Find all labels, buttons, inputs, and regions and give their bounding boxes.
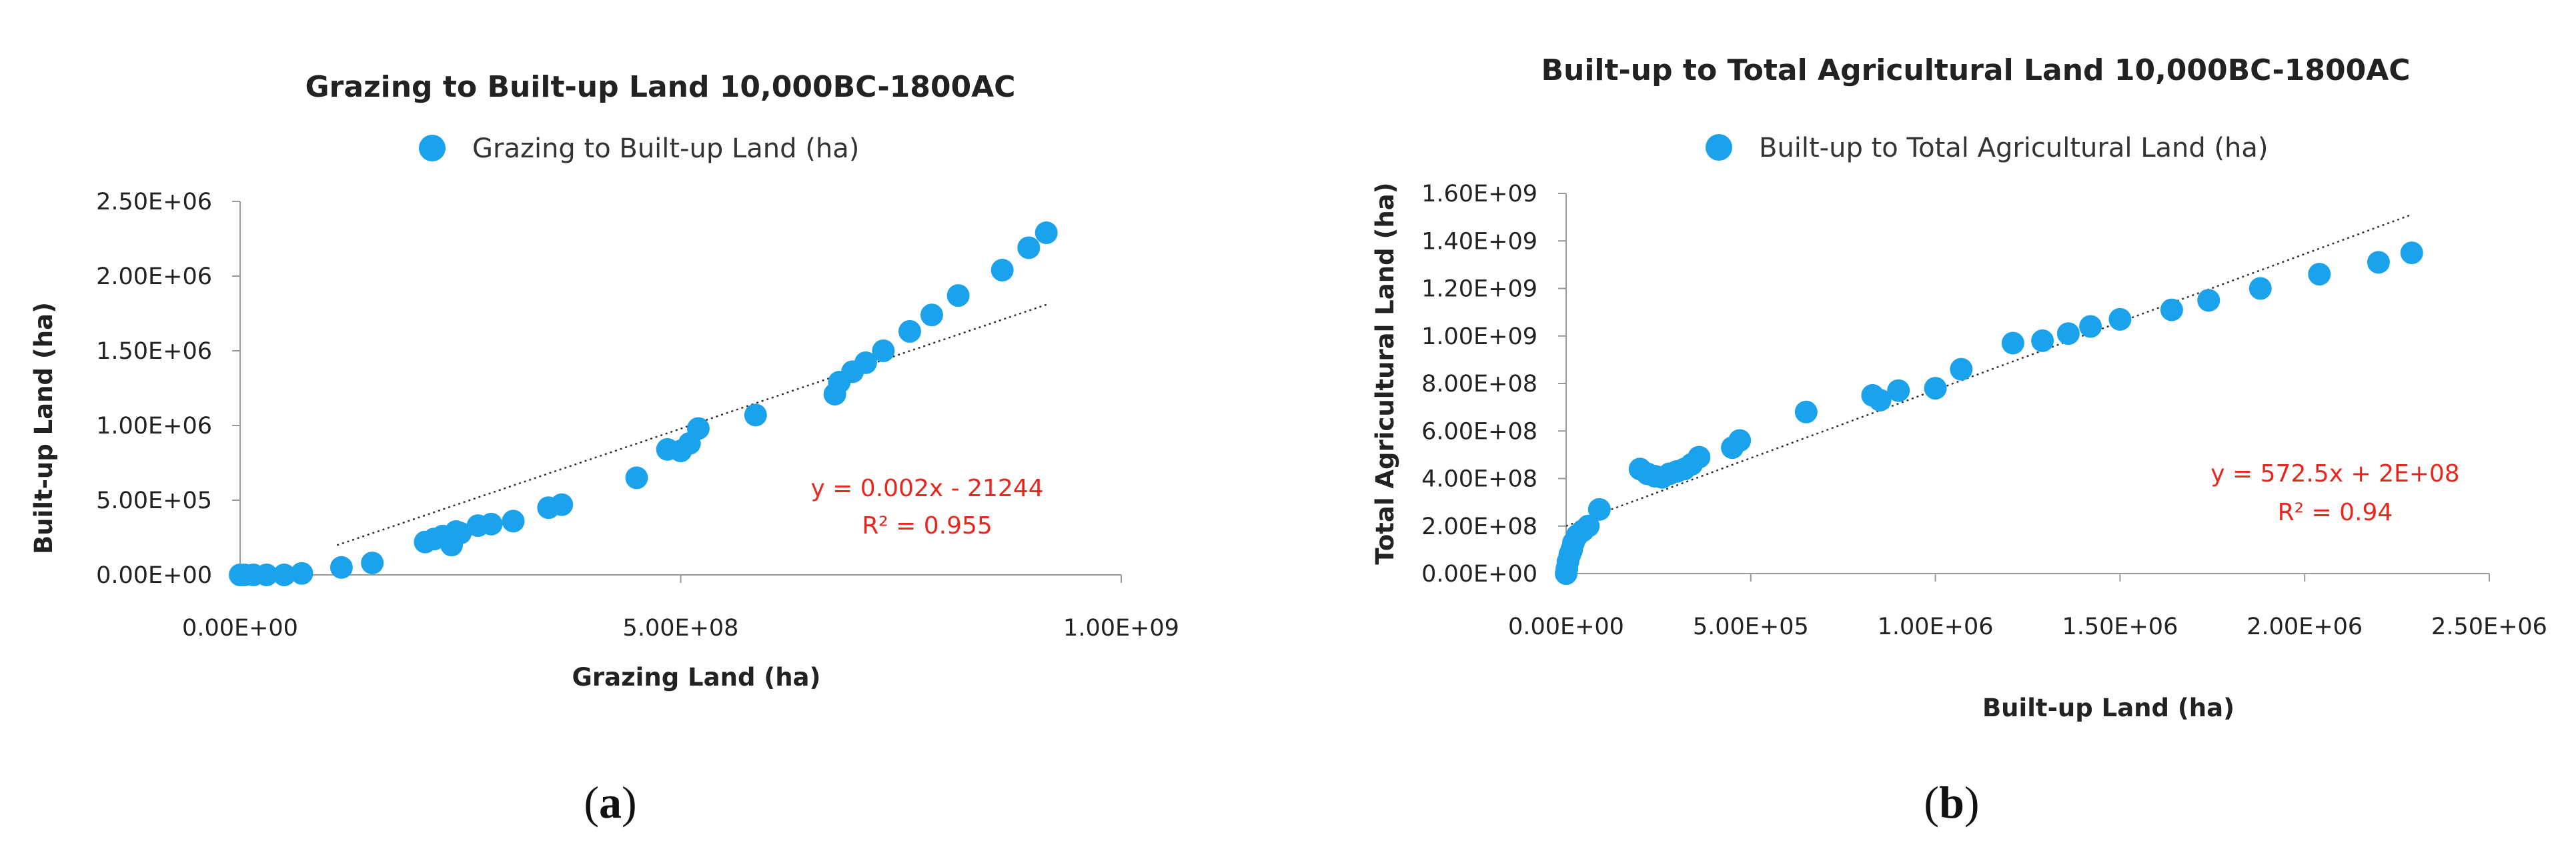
chart-b-ylabel: Total Agricultural Land (ha) [1371, 182, 1399, 564]
chart-a-point [480, 512, 503, 536]
chart-a-axes: 0.00E+00 5.00E+08 1.00E+09 0.00E+00 5.00E+05… [96, 189, 1179, 642]
chart-a-point [744, 403, 767, 427]
chart-a-svg: Grazing to Built-up Land 10,000BC-1800AC… [29, 70, 1179, 828]
chart-panel-a: Grazing to Built-up Land 10,000BC-1800AC… [29, 70, 1179, 828]
chart-b-x-tick-label: 1.00E+06 [1878, 614, 1994, 640]
chart-a-point [625, 466, 648, 490]
chart-a-x-tick-label: 5.00E+08 [623, 615, 739, 642]
chart-b-axes: 0.00E+00 5.00E+05 1.00E+06 1.50E+06 2.00E+06… [1421, 181, 2547, 640]
chart-a-y-tick-label: 1.00E+06 [96, 413, 212, 440]
chart-a-y-tick-label: 2.00E+06 [96, 263, 212, 290]
chart-b-y-tick-label: 2.00E+08 [1421, 514, 1537, 540]
chart-b-y-tick-label: 6.00E+08 [1421, 418, 1537, 445]
chart-a-point [946, 284, 970, 307]
chart-b-x-tick-label: 2.50E+06 [2431, 614, 2547, 640]
chart-b-legend-label: Built-up to Total Agricultural Land (ha) [1759, 133, 2269, 163]
chart-a-legend-marker [419, 135, 446, 161]
chart-b-points [1555, 241, 2423, 585]
chart-b-legend-marker [1706, 134, 1732, 161]
chart-a-point [898, 319, 921, 343]
chart-a-r-squared: R² = 0.955 [862, 512, 993, 540]
chart-b-point [1728, 429, 1752, 452]
chart-a-xlabel: Grazing Land (ha) [572, 663, 821, 692]
chart-b-point [1868, 388, 1892, 411]
chart-panel-b: Built-up to Total Agricultural Land 10,0… [1288, 0, 2576, 855]
chart-b-x-tick-label: 5.00E+05 [1693, 614, 1809, 640]
chart-a-x-tick-label: 1.00E+09 [1063, 615, 1179, 642]
chart-b-point [2108, 307, 2132, 331]
chart-b-point [2400, 241, 2423, 265]
chart-b-point [2079, 315, 2102, 338]
chart-b-xlabel: Built-up Land (ha) [1982, 694, 2234, 722]
chart-b-point [1577, 514, 1600, 538]
chart-a-x-tick-label: 0.00E+00 [182, 615, 298, 642]
chart-b-x-tick-label: 0.00E+00 [1508, 614, 1624, 640]
chart-a-point [991, 259, 1014, 282]
chart-a-point [255, 564, 278, 586]
chart-a-point [290, 562, 313, 585]
chart-b-y-tick-label: 1.40E+09 [1421, 228, 1537, 255]
chart-b-x-tick-label: 1.50E+06 [2062, 614, 2178, 640]
chart-b-svg: Built-up to Total Agricultural Land 10,0… [1371, 53, 2547, 828]
chart-b-point [1587, 498, 1611, 521]
chart-a-point [330, 556, 353, 579]
chart-a-title: Grazing to Built-up Land 10,000BC-1800AC [305, 70, 1016, 104]
chart-a-y-tick-label: 1.50E+06 [96, 338, 212, 365]
chart-a-point [502, 510, 525, 533]
chart-a-points [229, 221, 1058, 586]
chart-b-point [2367, 251, 2390, 274]
chart-b-trendline [1565, 213, 2413, 527]
chart-b-point [2001, 331, 2024, 355]
chart-a-legend-label: Grazing to Built-up Land (ha) [472, 133, 859, 164]
chart-b-point [1924, 377, 1947, 400]
chart-b-equation: y = 572.5x + 2E+08 [2210, 460, 2459, 488]
chart-a-y-tick-label: 0.00E+00 [96, 562, 212, 589]
chart-b-trendline-group [1565, 213, 2413, 527]
chart-a-point [686, 417, 710, 440]
chart-a-y-tick-label: 5.00E+05 [96, 488, 212, 514]
chart-b-x-tick-label: 2.00E+06 [2246, 614, 2363, 640]
chart-a-caption: (a) [584, 777, 636, 828]
chart-b-point [2056, 322, 2080, 345]
chart-a-point [550, 493, 574, 516]
chart-b-y-tick-label: 1.60E+09 [1421, 181, 1537, 207]
chart-a-point [872, 339, 895, 362]
chart-b-point [2308, 263, 2331, 286]
chart-b-point [1950, 357, 1973, 381]
chart-a-equation: y = 0.002x - 21244 [810, 475, 1043, 502]
chart-b-point [1887, 379, 1910, 402]
chart-b-y-tick-label: 8.00E+08 [1421, 371, 1537, 397]
chart-a-y-tick-label: 2.50E+06 [96, 189, 212, 215]
chart-b-point [1794, 400, 1818, 423]
chart-b-point [1688, 446, 1711, 469]
chart-b-y-tick-label: 1.20E+09 [1421, 276, 1537, 303]
chart-b-point [2031, 329, 2054, 352]
chart-a-point [1017, 236, 1041, 259]
chart-a-point [854, 351, 877, 374]
chart-a-point [449, 522, 472, 545]
chart-b-y-tick-label: 1.00E+09 [1421, 323, 1537, 350]
chart-a-point [361, 552, 384, 575]
chart-a-ylabel: Built-up Land (ha) [29, 302, 58, 554]
chart-b-point [2248, 277, 2272, 300]
chart-b-caption: (b) [1924, 777, 1979, 828]
chart-a-point [1035, 221, 1058, 245]
chart-b-title: Built-up to Total Agricultural Land 10,0… [1541, 53, 2410, 87]
chart-b-y-tick-label: 4.00E+08 [1421, 466, 1537, 493]
chart-b-r-squared: R² = 0.94 [2278, 499, 2393, 526]
chart-a-point [273, 564, 296, 586]
chart-b-point [2160, 298, 2183, 321]
chart-b-point [2197, 289, 2220, 312]
chart-b-y-tick-label: 0.00E+00 [1421, 561, 1537, 588]
chart-a-point [920, 303, 943, 327]
